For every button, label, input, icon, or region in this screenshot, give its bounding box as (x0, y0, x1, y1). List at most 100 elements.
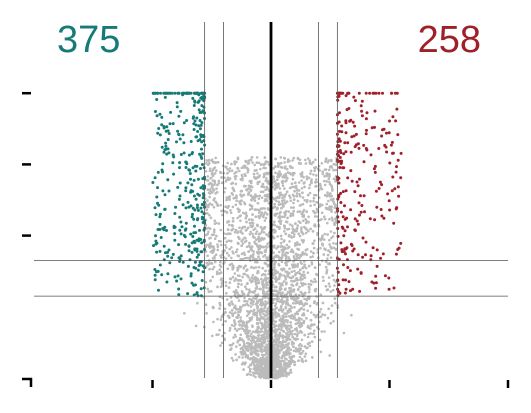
upregulated-point (397, 246, 401, 250)
nonsignificant-point (280, 255, 284, 259)
nonsignificant-point (313, 169, 316, 172)
nonsignificant-point (298, 302, 302, 306)
nonsignificant-point (273, 349, 276, 353)
nonsignificant-point (265, 256, 269, 259)
nonsignificant-point (294, 322, 298, 326)
nonsignificant-point (240, 252, 244, 256)
nonsignificant-point (287, 335, 291, 338)
nonsignificant-point (236, 166, 239, 170)
nonsignificant-point (283, 353, 287, 357)
nonsignificant-point (208, 162, 211, 165)
upregulated-point (380, 183, 384, 187)
nonsignificant-point (316, 273, 319, 277)
nonsignificant-point (227, 239, 231, 242)
nonsignificant-point (332, 320, 335, 323)
nonsignificant-point (290, 279, 293, 283)
nonsignificant-point (261, 182, 265, 186)
nonsignificant-point (220, 341, 224, 345)
downregulated-point (191, 235, 195, 238)
upregulated-point (338, 111, 341, 115)
upregulated-point (336, 95, 340, 99)
nonsignificant-point (237, 355, 241, 359)
nonsignificant-point (300, 302, 304, 306)
nonsignificant-point (255, 230, 259, 233)
downregulated-point (200, 121, 204, 125)
nonsignificant-point (263, 338, 267, 342)
nonsignificant-point (213, 228, 216, 231)
nonsignificant-point (207, 230, 210, 234)
nonsignificant-point (210, 185, 214, 189)
downregulated-point (161, 162, 165, 166)
upregulated-point (378, 180, 382, 184)
nonsignificant-point (263, 353, 266, 357)
upregulated-point (390, 91, 394, 95)
upregulated-point (346, 141, 350, 145)
nonsignificant-point (334, 242, 338, 246)
nonsignificant-point (284, 174, 288, 177)
nonsignificant-point (251, 325, 254, 329)
nonsignificant-point (323, 217, 327, 221)
downregulated-point (157, 288, 160, 292)
nonsignificant-point (221, 281, 224, 285)
nonsignificant-point (221, 279, 224, 283)
nonsignificant-point (215, 187, 218, 190)
nonsignificant-point (258, 364, 262, 368)
nonsignificant-point (254, 232, 258, 235)
downregulated-point (179, 232, 183, 236)
nonsignificant-point (219, 285, 223, 289)
nonsignificant-point (253, 163, 256, 167)
downregulated-point (202, 166, 206, 170)
nonsignificant-point (223, 236, 227, 240)
nonsignificant-point (326, 191, 329, 194)
nonsignificant-point (310, 311, 313, 314)
nonsignificant-point (322, 253, 326, 256)
downregulated-point (164, 144, 168, 148)
nonsignificant-point (279, 156, 283, 159)
nonsignificant-point (282, 362, 286, 366)
nonsignificant-point (274, 289, 278, 293)
nonsignificant-point (277, 277, 281, 281)
downregulated-point (202, 286, 206, 290)
downregulated-point (199, 167, 202, 170)
nonsignificant-point (315, 302, 319, 306)
nonsignificant-point (242, 266, 246, 269)
nonsignificant-point (264, 273, 267, 277)
nonsignificant-point (230, 300, 233, 304)
nonsignificant-point (237, 210, 241, 214)
upregulated-point (385, 131, 388, 135)
downregulated-point (158, 212, 162, 216)
nonsignificant-point (329, 290, 333, 293)
nonsignificant-point (252, 250, 255, 253)
nonsignificant-point (229, 209, 232, 212)
nonsignificant-point (266, 179, 270, 183)
nonsignificant-point (245, 373, 249, 377)
nonsignificant-point (266, 357, 270, 361)
nonsignificant-point (293, 360, 296, 364)
nonsignificant-point (244, 354, 248, 357)
nonsignificant-point (277, 203, 281, 206)
nonsignificant-point (222, 232, 226, 235)
nonsignificant-point (279, 308, 283, 312)
nonsignificant-point (215, 191, 219, 194)
nonsignificant-point (241, 275, 244, 279)
nonsignificant-point (289, 214, 292, 218)
nonsignificant-point (263, 376, 267, 379)
downregulated-point (201, 270, 205, 274)
downregulated-point (167, 151, 171, 155)
nonsignificant-point (215, 272, 219, 276)
downregulated-point (173, 238, 177, 242)
nonsignificant-point (311, 230, 315, 233)
nonsignificant-point (285, 281, 288, 285)
nonsignificant-point (274, 196, 278, 200)
nonsignificant-point (239, 279, 243, 282)
nonsignificant-point (296, 253, 300, 257)
upregulated-point (344, 252, 347, 256)
nonsignificant-point (277, 297, 281, 300)
nonsignificant-point (285, 315, 288, 318)
nonsignificant-point (321, 313, 324, 316)
nonsignificant-point (215, 221, 218, 225)
upregulated-point (353, 217, 357, 221)
nonsignificant-point (274, 182, 278, 185)
upregulated-point (344, 278, 347, 282)
nonsignificant-point (205, 312, 208, 315)
